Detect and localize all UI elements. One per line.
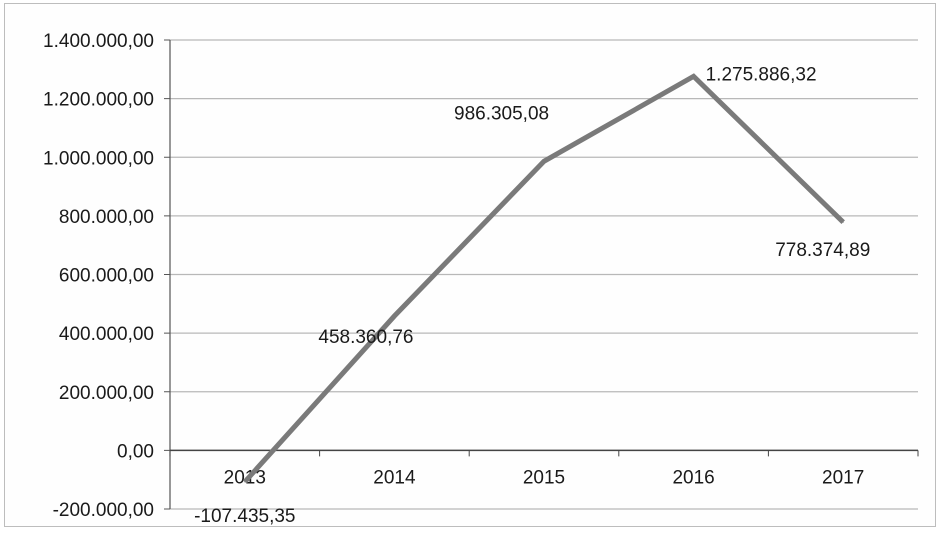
y-tick-label: 200.000,00	[59, 383, 154, 404]
data-label: 458.360,76	[318, 327, 413, 348]
data-label: 986.305,08	[454, 103, 549, 124]
x-tick-label: 2015	[523, 467, 565, 488]
y-tick-label: 400.000,00	[59, 324, 154, 345]
x-tick-label: 2014	[373, 467, 416, 488]
y-tick-label: 600.000,00	[59, 266, 154, 287]
axes	[164, 39, 919, 510]
data-point	[393, 315, 395, 317]
x-axis-tick-labels: 2013 2014 2015 2016 2017	[224, 467, 865, 488]
x-tick-label: 2017	[822, 467, 864, 488]
chart-frame	[4, 3, 936, 527]
y-tick-label: 1.000.000,00	[43, 148, 154, 169]
data-label: 1.275.886,32	[706, 64, 817, 85]
data-point	[693, 75, 695, 77]
y-tick-label: 0,00	[117, 441, 154, 462]
x-tick-label: 2016	[672, 467, 714, 488]
data-label: -107.435,35	[194, 506, 295, 527]
y-tick-label: 1.200.000,00	[43, 90, 154, 111]
series-line	[242, 73, 845, 484]
series-line-path	[242, 73, 845, 484]
y-tick-label: 1.400.000,00	[43, 31, 154, 52]
data-point	[842, 221, 844, 223]
data-labels: -107.435,35 458.360,76 986.305,08 1.275.886…	[194, 64, 870, 526]
data-label: 778.374,89	[775, 240, 870, 261]
y-tick-label: -200.000,00	[53, 500, 154, 521]
x-tick-label: 2013	[224, 467, 266, 488]
y-axis-tick-labels: -200.000,00 0,00 200.000,00 400.000,00 600.0…	[43, 31, 154, 521]
y-tick-label: 800.000,00	[59, 207, 154, 228]
data-point	[543, 160, 545, 162]
data-point	[244, 481, 246, 483]
